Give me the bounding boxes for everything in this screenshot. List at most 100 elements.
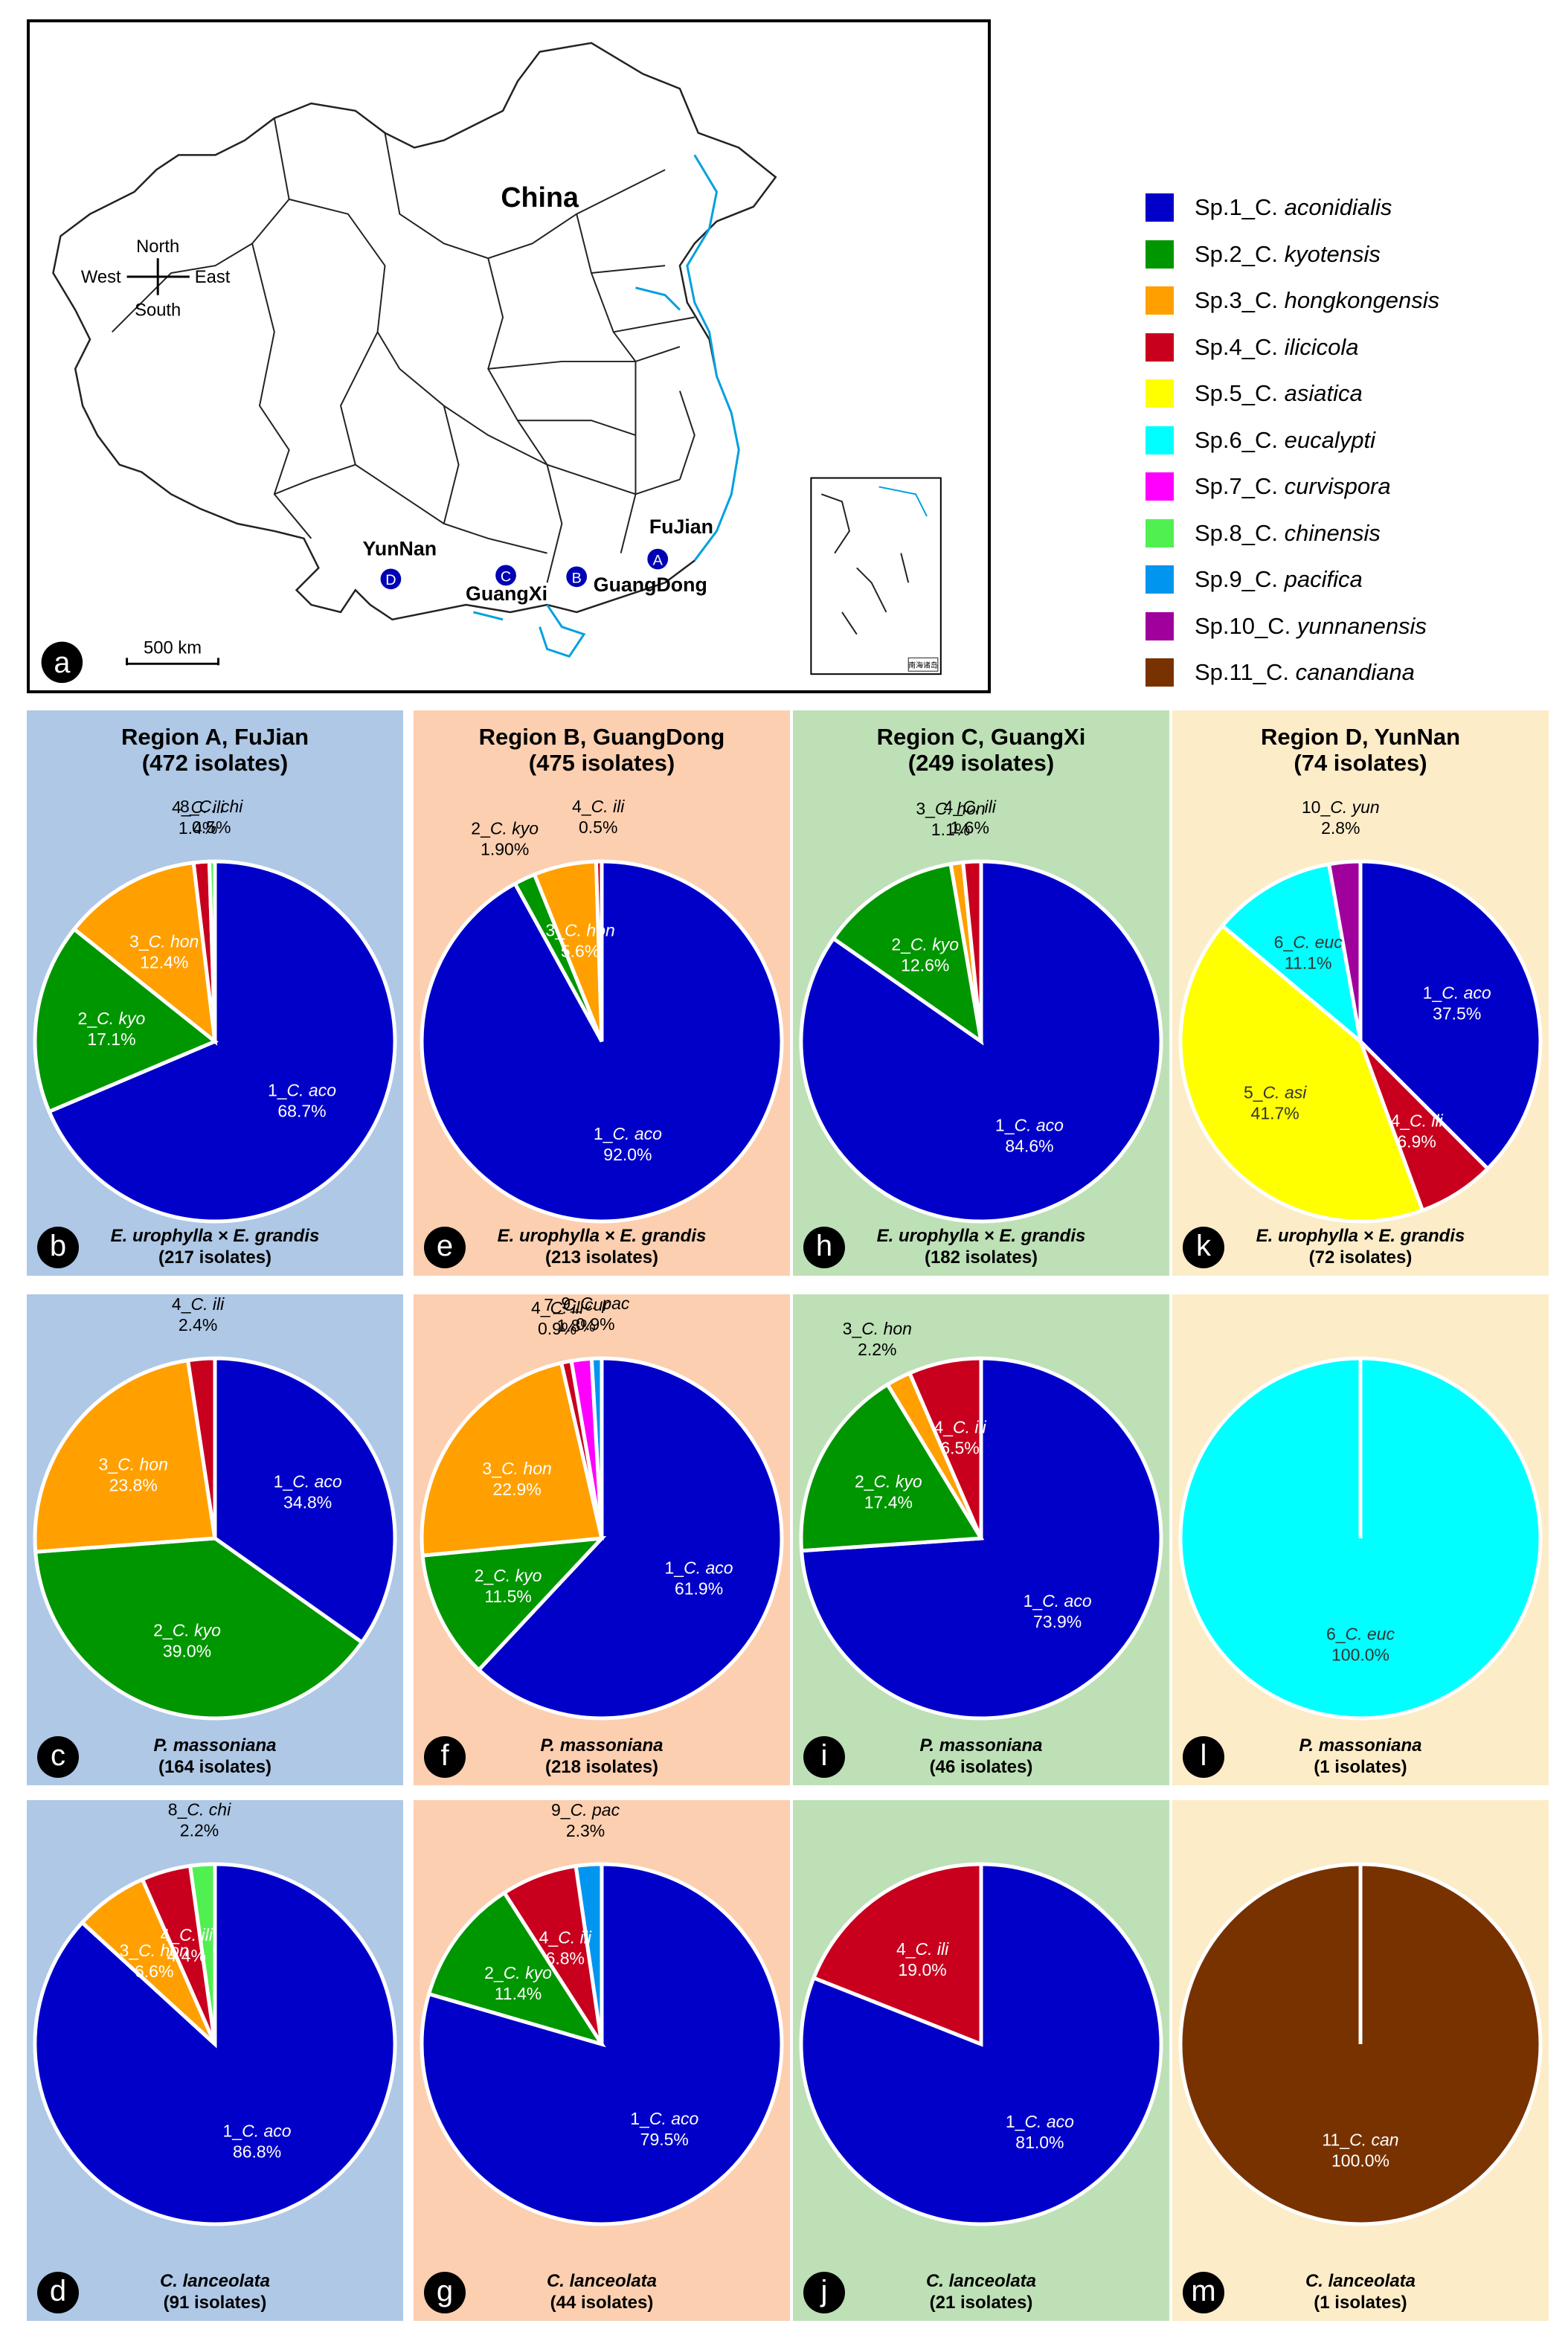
- host-label: P. massoniana (218 isolates): [414, 1735, 790, 1778]
- panel-letter-e: e: [424, 1227, 466, 1268]
- panel-letter-j: j: [803, 2272, 845, 2313]
- compass: North South West East: [81, 237, 231, 320]
- host-isolates: (218 isolates): [544, 1757, 659, 1777]
- inset-map: 南海诸岛: [810, 477, 942, 675]
- marker-b-label: B: [572, 570, 582, 586]
- region-title: Region D, YunNan (74 isolates): [1172, 724, 1549, 776]
- legend-prefix: Sp.6_C.: [1195, 426, 1285, 453]
- panel-letter-l: l: [1183, 1736, 1224, 1778]
- legend-swatch-sp7: [1146, 472, 1174, 501]
- legend-species: ilicicola: [1284, 333, 1359, 360]
- compass-north: North: [136, 237, 179, 257]
- province-borders: [112, 118, 695, 583]
- legend-prefix: Sp.5_C.: [1195, 380, 1285, 407]
- legend-swatch-sp5: [1146, 379, 1174, 408]
- compass-east: East: [195, 267, 231, 287]
- legend-label-sp1: Sp.1_C. aconidialis: [1195, 194, 1392, 221]
- host-name: E. urophylla × E. grandis: [876, 1226, 1086, 1246]
- region-isolates: (472 isolates): [141, 750, 289, 776]
- host-label: P. massoniana (164 isolates): [27, 1735, 403, 1778]
- legend-species: eucalypti: [1284, 426, 1375, 453]
- host-label: P. massoniana (1 isolates): [1172, 1735, 1549, 1778]
- legend-swatch-sp2: [1146, 240, 1174, 269]
- host-isolates: (46 isolates): [929, 1757, 1033, 1777]
- legend-label-sp4: Sp.4_C. ilicicola: [1195, 334, 1359, 361]
- host-label: E. urophylla × E. grandis (217 isolates): [27, 1225, 403, 1268]
- coastline: [473, 154, 740, 658]
- host-label: P. massoniana (46 isolates): [793, 1735, 1169, 1778]
- scale-bar: 500 km: [126, 637, 219, 666]
- legend-species: aconidialis: [1284, 194, 1392, 221]
- host-label: C. lanceolata (1 isolates): [1172, 2270, 1549, 2313]
- legend-species: pacifica: [1284, 566, 1363, 593]
- legend-label-sp10: Sp.10_C. yunnanensis: [1195, 613, 1427, 640]
- legend-label-sp5: Sp.5_C. asiatica: [1195, 380, 1363, 407]
- marker-d: D: [380, 568, 402, 590]
- legend-prefix: Sp.3_C.: [1195, 287, 1285, 314]
- map-panel: China North South West East 500 km 南海诸岛: [27, 19, 991, 693]
- host-isolates: (213 isolates): [544, 1247, 659, 1268]
- panel-bg: [793, 1294, 1169, 1785]
- host-name: E. urophylla × E. grandis: [497, 1226, 707, 1246]
- panel-bg: [1172, 1800, 1549, 2321]
- legend-item-sp9: Sp.9_C. pacifica: [1146, 556, 1562, 603]
- panel-letter-g: g: [424, 2272, 466, 2313]
- china-map: China North South West East 500 km 南海诸岛: [41, 42, 942, 684]
- scale-label: 500 km: [144, 637, 202, 658]
- region-name: Region A, FuJian: [121, 724, 309, 750]
- legend-label-sp7: Sp.7_C. curvispora: [1195, 473, 1391, 500]
- legend-species: chinensis: [1284, 519, 1381, 546]
- host-name: C. lanceolata: [159, 2271, 271, 2291]
- panel-bg: [414, 710, 790, 1276]
- legend-prefix: Sp.2_C.: [1195, 240, 1285, 267]
- legend-item-sp7: Sp.7_C. curvispora: [1146, 463, 1562, 510]
- inset-label: 南海诸岛: [908, 660, 938, 669]
- legend-item-sp8: Sp.8_C. chinensis: [1146, 510, 1562, 557]
- panel-bg: [27, 1294, 403, 1785]
- host-isolates: (182 isolates): [924, 1247, 1038, 1268]
- legend-species: hongkongensis: [1284, 287, 1440, 314]
- panel-letter-m: m: [1183, 2272, 1224, 2313]
- region-title: Region C, GuangXi (249 isolates): [793, 724, 1169, 776]
- legend-species: kyotensis: [1284, 240, 1381, 267]
- legend-prefix: Sp.7_C.: [1195, 473, 1285, 500]
- host-name: E. urophylla × E. grandis: [1256, 1226, 1465, 1246]
- host-name: C. lanceolata: [1305, 2271, 1416, 2291]
- panel-letter-c: c: [37, 1736, 79, 1778]
- host-isolates: (44 isolates): [550, 2293, 654, 2313]
- panel-bg: [793, 1800, 1169, 2321]
- legend-item-sp1: Sp.1_C. aconidialis: [1146, 184, 1562, 231]
- legend: Sp.1_C. aconidialis Sp.2_C. kyotensis Sp.3…: [1146, 184, 1562, 696]
- panel-letter-d: d: [37, 2272, 79, 2313]
- panel-letter-f: f: [424, 1736, 466, 1778]
- panel-letter-k: k: [1183, 1227, 1224, 1268]
- region-name: Region C, GuangXi: [876, 724, 1086, 750]
- province-label-guangdong: GuangDong: [594, 574, 707, 596]
- legend-item-sp10: Sp.10_C. yunnanensis: [1146, 603, 1562, 650]
- panel-bg: [793, 710, 1169, 1276]
- legend-label-sp9: Sp.9_C. pacifica: [1195, 566, 1363, 593]
- legend-species: asiatica: [1284, 380, 1363, 407]
- host-name: P. massoniana: [1299, 1735, 1422, 1756]
- host-isolates: (1 isolates): [1314, 1757, 1407, 1777]
- china-outline: [52, 42, 777, 621]
- panel-bg: [1172, 1294, 1549, 1785]
- legend-swatch-sp8: [1146, 518, 1174, 547]
- marker-c-label: C: [501, 568, 511, 585]
- panel-letter-a: a: [54, 646, 71, 679]
- panel-bg: [414, 1800, 790, 2321]
- country-label: China: [501, 182, 579, 213]
- legend-label-sp8: Sp.8_C. chinensis: [1195, 520, 1381, 547]
- region-title: Region A, FuJian (472 isolates): [27, 724, 403, 776]
- legend-prefix: Sp.8_C.: [1195, 519, 1285, 546]
- panel-bg: [27, 710, 403, 1276]
- host-isolates: (72 isolates): [1308, 1247, 1413, 1268]
- host-label: E. urophylla × E. grandis (72 isolates): [1172, 1225, 1549, 1268]
- region-name: Region D, YunNan: [1260, 724, 1461, 750]
- legend-prefix: Sp.11_C.: [1195, 659, 1296, 686]
- host-isolates: (217 isolates): [158, 1247, 272, 1268]
- host-name: P. massoniana: [153, 1735, 277, 1756]
- province-label-yunnan: YunNan: [363, 538, 437, 560]
- legend-species: yunnanensis: [1297, 612, 1427, 639]
- panel-letter-b: b: [37, 1227, 79, 1268]
